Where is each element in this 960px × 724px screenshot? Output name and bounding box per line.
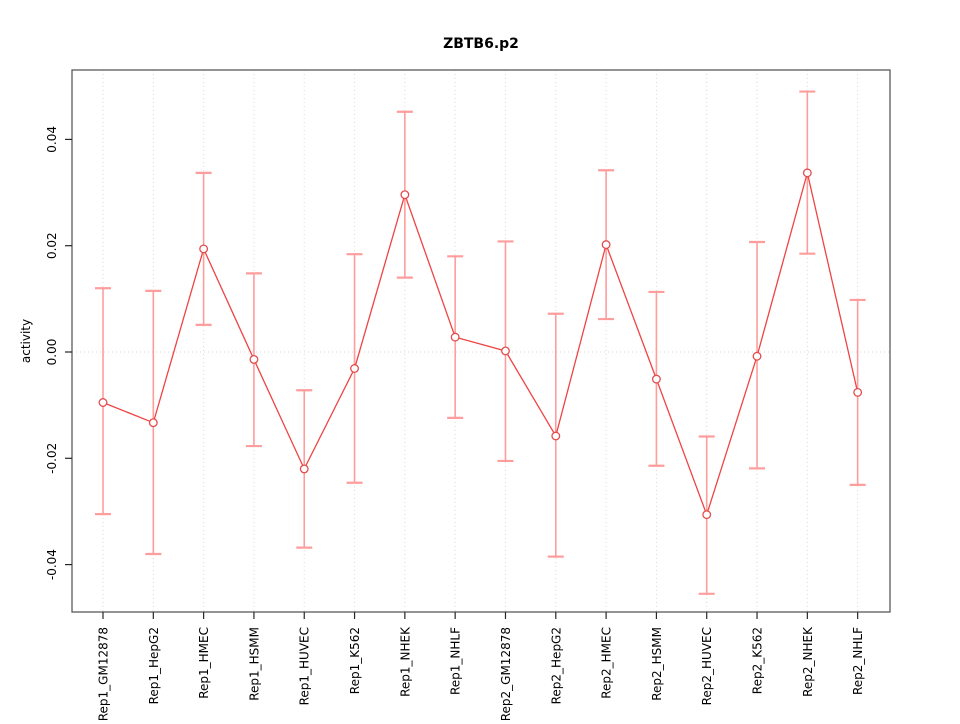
x-tick-label: Rep2_HSMM xyxy=(650,627,664,701)
x-tick-label: Rep2_HUVEC xyxy=(700,627,714,705)
x-tick-label: Rep2_NHLF xyxy=(851,627,865,695)
x-tick-label: Rep1_GM12878 xyxy=(97,627,111,720)
y-axis-label: activity xyxy=(19,318,33,364)
x-tick-label: Rep1_NHEK xyxy=(398,626,412,697)
error-bars xyxy=(95,90,866,595)
data-point-marker xyxy=(249,354,259,364)
gridlines xyxy=(72,70,890,612)
data-point-marker xyxy=(98,398,108,407)
y-tick-label: 0.02 xyxy=(45,232,59,259)
y-tick-label: 0.04 xyxy=(45,126,59,153)
data-points xyxy=(98,168,863,520)
x-tick-label: Rep2_HepG2 xyxy=(549,627,563,704)
data-point-marker xyxy=(350,364,359,373)
data-point-marker xyxy=(601,240,611,250)
data-point-marker xyxy=(551,431,561,441)
data-point-marker xyxy=(853,387,863,397)
y-axis: -0.04 -0.02 0.00 0.02 0.04 xyxy=(45,126,72,580)
data-point-marker xyxy=(400,190,410,200)
x-axis: Rep1_GM12878 Rep1_HepG2 Rep1_HMEC Rep1_HSMM… xyxy=(97,612,865,721)
data-point-marker xyxy=(702,510,712,520)
data-point-marker xyxy=(651,374,661,384)
x-tick-label: Rep1_HSMM xyxy=(247,627,261,701)
x-tick-label: Rep2_NHEK xyxy=(801,626,815,697)
x-tick-label: Rep2_K562 xyxy=(751,627,765,694)
data-point-marker xyxy=(148,418,158,428)
data-point-marker xyxy=(802,168,812,178)
x-tick-label: Rep1_HepG2 xyxy=(147,627,161,704)
series-line xyxy=(102,172,859,517)
x-tick-label: Rep1_NHLF xyxy=(449,627,463,695)
y-tick-label: 0.00 xyxy=(45,339,59,366)
data-point-marker xyxy=(501,346,510,356)
plot-box xyxy=(71,69,891,613)
x-tick-label: Rep2_GM12878 xyxy=(499,627,513,720)
data-point-marker xyxy=(450,332,460,342)
y-tick-label: -0.02 xyxy=(45,443,59,474)
x-tick-label: Rep2_HMEC xyxy=(600,627,614,699)
x-tick-label: Rep1_HMEC xyxy=(197,627,211,699)
x-tick-label: Rep1_K562 xyxy=(348,627,362,694)
data-point-marker xyxy=(299,464,309,474)
x-tick-label: Rep1_HUVEC xyxy=(298,627,312,705)
y-tick-label: -0.04 xyxy=(45,549,59,580)
data-point-marker xyxy=(199,244,209,254)
chart-title: ZBTB6.p2 xyxy=(443,36,519,52)
data-point-marker xyxy=(752,351,762,361)
